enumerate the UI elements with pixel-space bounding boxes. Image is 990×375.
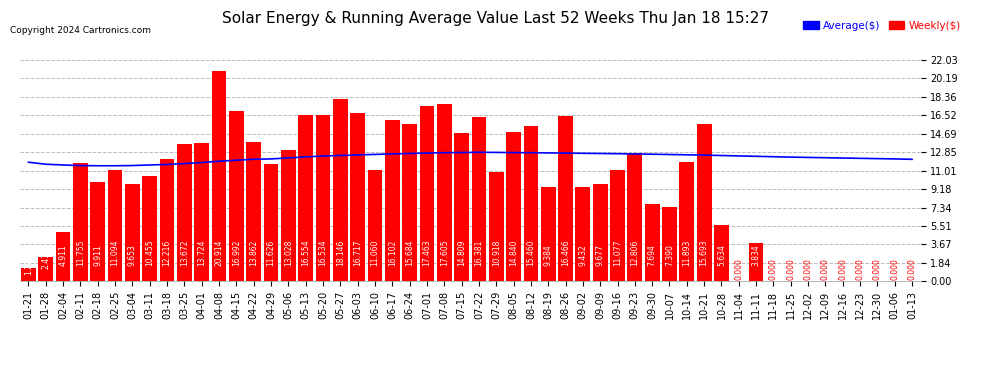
Bar xyxy=(644,204,659,281)
Text: 7.390: 7.390 xyxy=(665,244,674,266)
Bar xyxy=(194,143,209,281)
Legend: Average($), Weekly($): Average($), Weekly($) xyxy=(799,16,965,35)
Text: Copyright 2024 Cartronics.com: Copyright 2024 Cartronics.com xyxy=(10,26,150,35)
Text: 2.416: 2.416 xyxy=(42,248,50,269)
Text: 16.102: 16.102 xyxy=(388,240,397,266)
Bar xyxy=(55,232,70,281)
Text: 12.216: 12.216 xyxy=(162,240,171,266)
Text: 9.384: 9.384 xyxy=(544,244,552,266)
Bar xyxy=(714,225,729,281)
Bar xyxy=(489,172,504,281)
Bar xyxy=(125,184,140,281)
Text: 16.992: 16.992 xyxy=(232,240,241,266)
Bar xyxy=(333,99,347,281)
Text: 17.605: 17.605 xyxy=(440,240,448,266)
Bar xyxy=(610,170,625,281)
Bar xyxy=(593,184,608,281)
Text: 15.460: 15.460 xyxy=(527,240,536,266)
Text: 9.677: 9.677 xyxy=(596,244,605,266)
Bar xyxy=(212,71,227,281)
Text: 10.918: 10.918 xyxy=(492,240,501,266)
Text: 11.077: 11.077 xyxy=(613,240,622,266)
Bar xyxy=(229,111,244,281)
Text: 13.028: 13.028 xyxy=(284,240,293,266)
Bar xyxy=(524,126,539,281)
Text: 14.809: 14.809 xyxy=(457,240,466,266)
Text: 0.000: 0.000 xyxy=(769,258,778,280)
Text: 1.293: 1.293 xyxy=(24,253,33,275)
Text: 16.554: 16.554 xyxy=(301,240,310,266)
Bar xyxy=(39,257,53,281)
Text: 7.694: 7.694 xyxy=(647,244,656,266)
Text: 0.000: 0.000 xyxy=(873,258,882,280)
Text: 11.893: 11.893 xyxy=(682,240,691,266)
Text: 5.634: 5.634 xyxy=(717,244,726,266)
Bar xyxy=(628,153,643,281)
Text: 0.000: 0.000 xyxy=(839,258,847,280)
Bar xyxy=(367,170,382,281)
Text: 0.000: 0.000 xyxy=(804,258,813,280)
Text: 12.806: 12.806 xyxy=(631,240,640,266)
Text: 15.693: 15.693 xyxy=(700,240,709,266)
Bar xyxy=(108,170,123,281)
Bar xyxy=(506,132,521,281)
Text: 16.717: 16.717 xyxy=(353,240,362,266)
Text: 0.000: 0.000 xyxy=(821,258,830,280)
Text: 16.466: 16.466 xyxy=(561,240,570,266)
Text: 11.094: 11.094 xyxy=(111,240,120,266)
Bar xyxy=(402,124,417,281)
Bar xyxy=(575,186,590,281)
Bar xyxy=(662,207,677,281)
Bar xyxy=(558,116,573,281)
Text: 17.463: 17.463 xyxy=(423,240,432,266)
Bar xyxy=(541,187,555,281)
Bar xyxy=(679,162,694,281)
Text: 20.914: 20.914 xyxy=(215,240,224,266)
Text: 3.834: 3.834 xyxy=(751,244,760,266)
Bar xyxy=(263,165,278,281)
Text: 0.000: 0.000 xyxy=(855,258,864,280)
Text: 11.755: 11.755 xyxy=(76,240,85,266)
Text: 0.000: 0.000 xyxy=(908,258,917,280)
Text: 13.724: 13.724 xyxy=(197,240,206,266)
Text: Solar Energy & Running Average Value Last 52 Weeks Thu Jan 18 15:27: Solar Energy & Running Average Value Las… xyxy=(222,11,768,26)
Bar xyxy=(697,124,712,281)
Text: 16.534: 16.534 xyxy=(319,240,328,266)
Text: 13.672: 13.672 xyxy=(180,240,189,266)
Bar xyxy=(420,106,435,281)
Text: 9.432: 9.432 xyxy=(578,244,587,266)
Bar xyxy=(281,150,296,281)
Text: 13.862: 13.862 xyxy=(249,240,258,266)
Bar xyxy=(21,268,36,281)
Bar xyxy=(385,120,400,281)
Bar xyxy=(748,243,763,281)
Text: 11.060: 11.060 xyxy=(370,240,379,266)
Text: 0.000: 0.000 xyxy=(735,258,743,280)
Bar xyxy=(73,163,88,281)
Bar xyxy=(316,115,331,281)
Text: 11.626: 11.626 xyxy=(266,240,275,266)
Bar xyxy=(298,115,313,281)
Bar xyxy=(350,113,365,281)
Text: 9.911: 9.911 xyxy=(93,244,102,266)
Text: 9.653: 9.653 xyxy=(128,244,137,266)
Text: 0.000: 0.000 xyxy=(890,258,899,280)
Bar xyxy=(247,142,261,281)
Bar xyxy=(454,132,469,281)
Text: 18.146: 18.146 xyxy=(336,240,345,266)
Bar xyxy=(90,182,105,281)
Text: 4.911: 4.911 xyxy=(58,244,67,266)
Text: 0.000: 0.000 xyxy=(786,258,795,280)
Text: 14.840: 14.840 xyxy=(509,240,518,266)
Bar xyxy=(159,159,174,281)
Bar xyxy=(437,105,451,281)
Text: 16.381: 16.381 xyxy=(474,240,483,266)
Bar xyxy=(143,176,157,281)
Text: 10.455: 10.455 xyxy=(146,240,154,266)
Bar xyxy=(177,144,192,281)
Text: 15.684: 15.684 xyxy=(405,240,414,266)
Bar xyxy=(471,117,486,281)
